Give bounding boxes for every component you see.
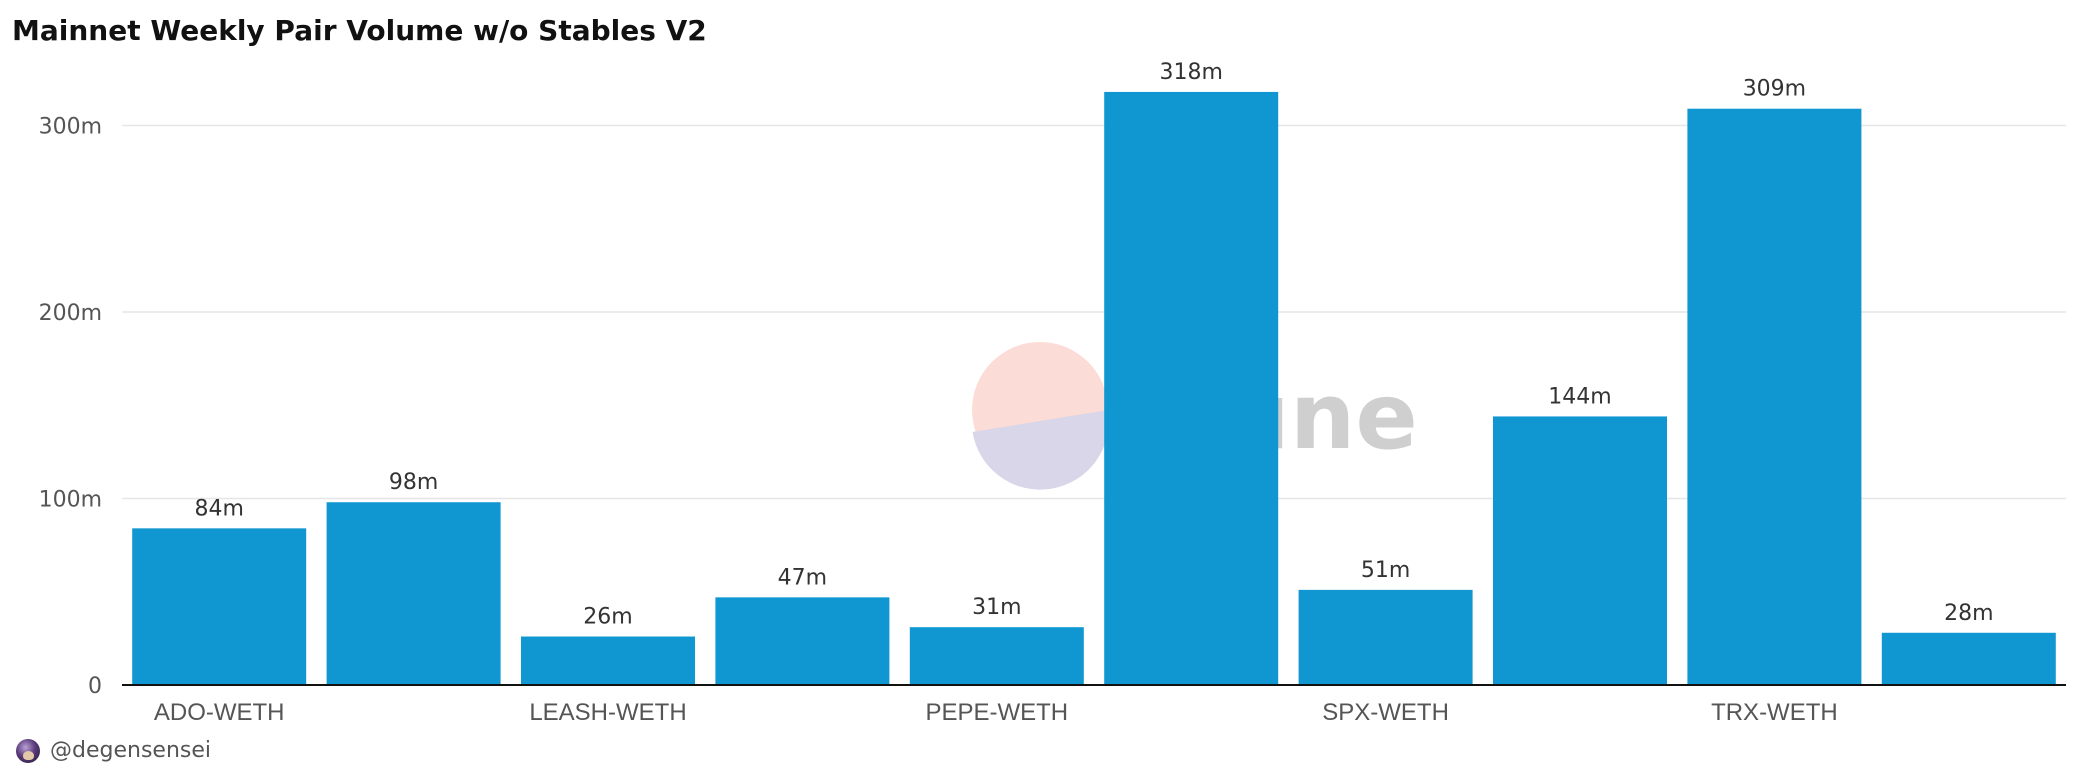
footer: @degensensei <box>16 738 211 763</box>
avatar-icon <box>16 738 40 763</box>
bar <box>521 636 695 685</box>
bar <box>1493 416 1667 685</box>
y-axis-ticks: 0 100m 200m 300m <box>39 115 102 700</box>
data-label: 318m <box>1159 60 1222 85</box>
author-handle: @degensensei <box>50 738 211 763</box>
x-tick-label: TRX-WETH <box>1711 699 1838 726</box>
x-tick-label: LEASH-WETH <box>529 699 686 726</box>
bar <box>326 502 501 685</box>
y-tick-label: 300m <box>39 115 102 140</box>
bar <box>1687 108 1862 686</box>
data-label: 84m <box>194 496 243 521</box>
x-tick-label: SPX-WETH <box>1322 699 1449 726</box>
data-labels: 84m 98m 26m 47m 31m 318m 51m 144m 309m 28m <box>194 60 1993 630</box>
y-tick-label: 100m <box>39 488 102 513</box>
x-axis-ticks: ADO-WETH LEASH-WETH PEPE-WETH SPX-WETH TRX-W… <box>154 699 1838 726</box>
x-tick-label: PEPE-WETH <box>925 699 1068 726</box>
bar <box>715 597 890 685</box>
bar <box>132 528 307 685</box>
data-label: 144m <box>1548 384 1611 409</box>
bars <box>132 91 2056 686</box>
dune-logo-icon <box>972 342 1109 490</box>
data-label: 98m <box>389 470 438 495</box>
data-label: 47m <box>778 565 827 590</box>
bar <box>1881 632 2056 685</box>
data-label: 51m <box>1361 558 1410 583</box>
data-label: 31m <box>972 595 1021 620</box>
bar <box>909 627 1084 685</box>
bar <box>1104 91 1279 686</box>
x-tick-label: ADO-WETH <box>154 699 285 726</box>
y-tick-label: 0 <box>88 674 102 699</box>
chart-title: Mainnet Weekly Pair Volume w/o Stables V… <box>12 14 707 47</box>
bar <box>1298 589 1473 685</box>
data-label: 309m <box>1743 77 1806 102</box>
y-tick-label: 200m <box>39 301 102 326</box>
data-label: 28m <box>1944 601 1993 626</box>
data-label: 26m <box>583 605 632 630</box>
